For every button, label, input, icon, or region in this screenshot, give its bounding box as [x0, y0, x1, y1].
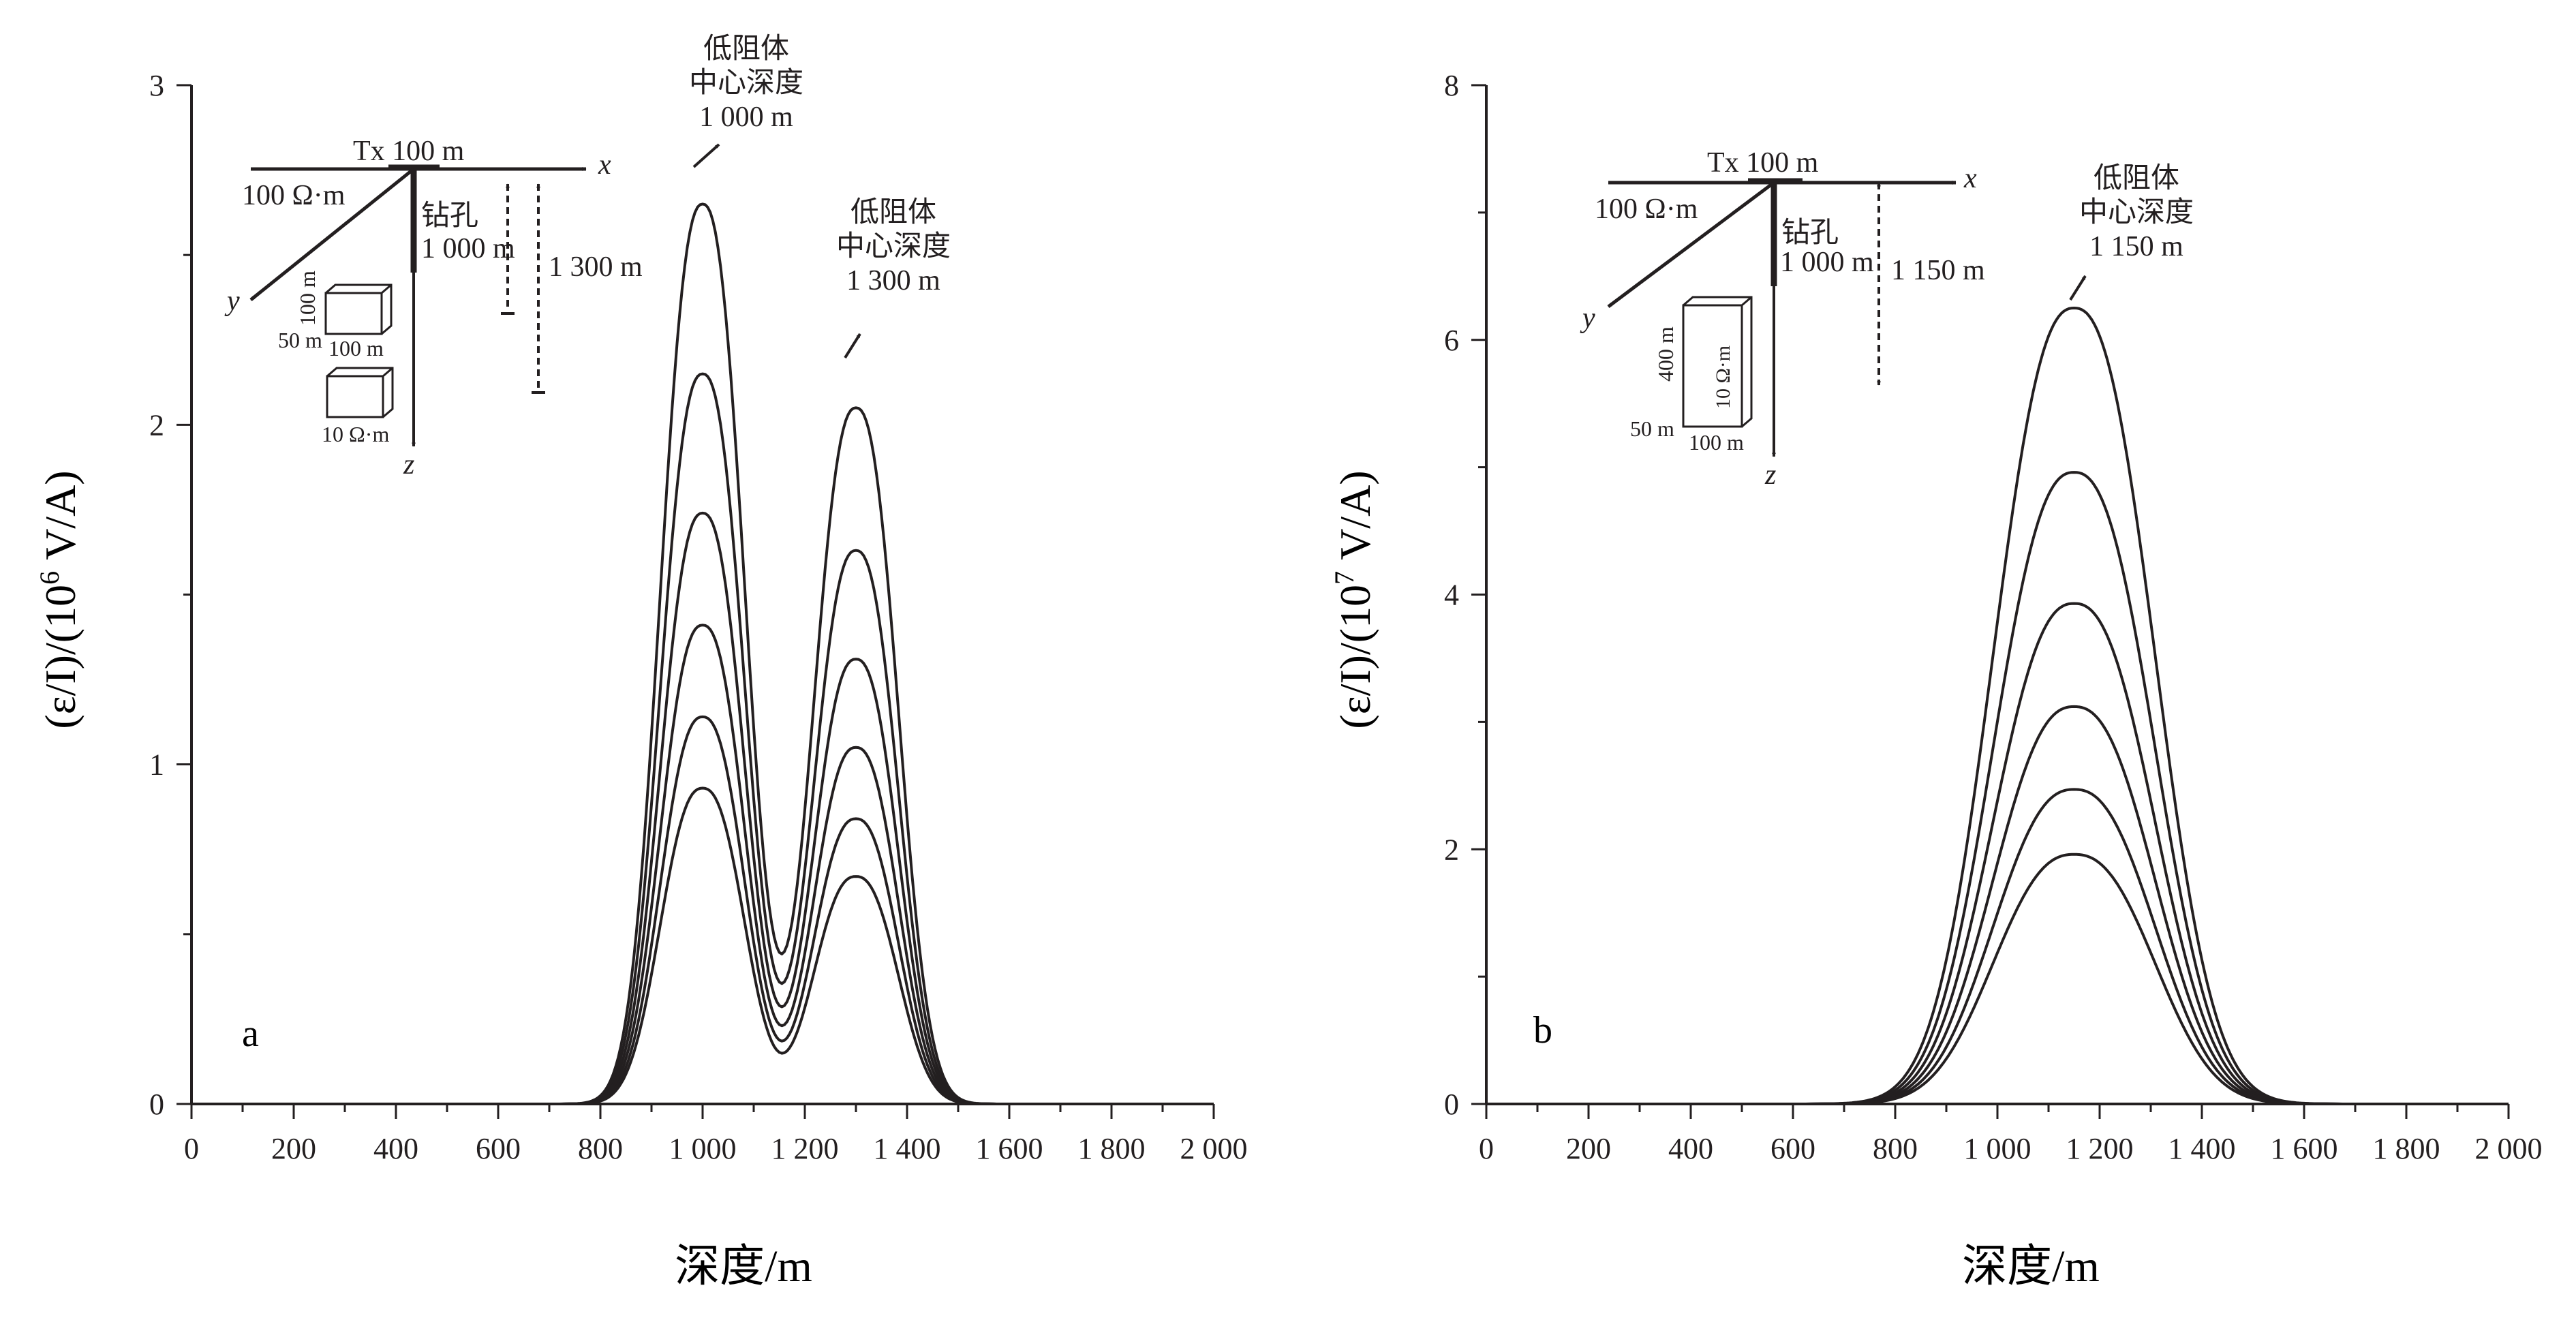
conductive-body-upper [324, 283, 393, 335]
series-line-4 [191, 624, 1214, 1105]
series-line-3 [191, 511, 1214, 1105]
x-tick-label: 1 600 [2271, 1132, 2338, 1165]
x-tick-label: 0 [184, 1132, 199, 1165]
target-depth-label: 1 300 m [549, 251, 643, 283]
peak1-annotation-line3: 1 000 m [699, 102, 793, 133]
body-resistivity: 10 Ω·m [1712, 346, 1734, 409]
panel-b-x-axis-label: 深度/m [1962, 1242, 2100, 1291]
peak2-annotation-line1: 低阻体 [850, 197, 936, 228]
peak-annotation-line2: 中心深度 [2079, 197, 2194, 228]
conductive-body [1682, 296, 1753, 428]
panel-b-x-ticks: 0 200 400 600 800 1 000 1 200 1 400 1 600 1 800 2 … [1479, 1104, 2543, 1165]
conductive-body-lower [326, 367, 394, 418]
x-tick-label: 0 [1479, 1132, 1494, 1165]
tx-label: Tx 100 m [1707, 147, 1819, 179]
body-length: 100 m [1689, 430, 1744, 455]
series-line-3 [1486, 602, 2509, 1105]
z-axis-letter: z [403, 449, 414, 480]
x-tick-label: 1 200 [771, 1132, 839, 1165]
y-axis-letter: y [1580, 303, 1595, 334]
panel-b-inset [1607, 178, 2087, 457]
peak1-annotation-line2: 中心深度 [689, 67, 803, 99]
host-resistivity: 100 Ω·m [242, 180, 346, 211]
x-tick-label: 800 [578, 1132, 623, 1165]
body-height: 400 m [1653, 326, 1678, 382]
y-tick-label: 6 [1444, 324, 1459, 357]
x-axis-letter: x [598, 149, 611, 181]
panel-a-curves [191, 202, 1214, 1105]
x-tick-label: 1 400 [2168, 1132, 2236, 1165]
x-tick-label: 2 000 [2475, 1132, 2543, 1165]
x-tick-label: 1 000 [669, 1132, 737, 1165]
y-tick-label: 4 [1444, 579, 1459, 612]
x-tick-label: 600 [476, 1132, 521, 1165]
x-tick-label: 800 [1873, 1132, 1918, 1165]
body-length: 100 m [328, 336, 384, 360]
y-tick-label: 2 [1444, 833, 1459, 866]
panel-b-y-ticks: 0 2 4 6 8 [1444, 69, 1486, 1121]
target-depth-label: 1 150 m [1891, 255, 1985, 286]
series-line-2 [191, 372, 1214, 1105]
peak2-annotation-line3: 1 300 m [846, 265, 940, 296]
host-resistivity: 100 Ω·m [1595, 194, 1698, 225]
panel-a: 0 200 400 600 800 1 000 1 200 1 400 1 600 1 800 2 … [34, 33, 1248, 1291]
borehole-label: 钻孔 [1781, 217, 1839, 249]
panel-a-label: a [242, 1013, 259, 1055]
panel-a-y-axis-label: (ε/I)/(106 V/A) [34, 470, 85, 728]
peak-annotation-line3: 1 150 m [2089, 231, 2183, 262]
y-tick-label: 3 [149, 69, 164, 102]
x-tick-label: 1 400 [874, 1132, 941, 1165]
y-axis-letter: y [224, 286, 240, 317]
x-tick-label: 600 [1770, 1132, 1815, 1165]
body-width: 50 m [278, 328, 322, 352]
x-tick-label: 400 [1668, 1132, 1713, 1165]
x-tick-label: 200 [1566, 1132, 1611, 1165]
peak2-annotation-line2: 中心深度 [836, 231, 951, 262]
x-tick-label: 1 000 [1964, 1132, 2031, 1165]
y-tick-label: 0 [149, 1088, 164, 1121]
series-line-6 [1486, 853, 2509, 1105]
body-height: 100 m [295, 271, 320, 326]
tx-label: Tx 100 m [353, 136, 465, 167]
x-tick-label: 2 000 [1180, 1132, 1248, 1165]
panel-a-inset-labels: Tx 100 m x y z 100 Ω·m 钻孔 1 000 m 1 300 … [224, 33, 951, 480]
x-tick-label: 1 800 [1078, 1132, 1146, 1165]
panel-b-label: b [1533, 1009, 1552, 1052]
panel-a-inset [249, 143, 861, 447]
panel-b-curves [1486, 307, 2509, 1105]
y-tick-label: 0 [1444, 1088, 1459, 1121]
body-resistivity: 10 Ω·m [322, 422, 389, 446]
borehole-depth: 1 000 m [1780, 247, 1874, 278]
y-tick-label: 2 [149, 408, 164, 442]
series-line-5 [1486, 788, 2509, 1105]
y-tick-label: 1 [149, 748, 164, 782]
series-line-2 [1486, 471, 2509, 1105]
peak-annotation-line1: 低阻体 [2094, 163, 2179, 194]
series-line-4 [1486, 705, 2509, 1105]
x-tick-label: 1 800 [2373, 1132, 2440, 1165]
panel-b: 0 200 400 600 800 1 000 1 200 1 400 1 600 1 800 2 … [1329, 69, 2543, 1291]
series-line-5 [191, 715, 1214, 1105]
series-line-6 [191, 786, 1214, 1105]
x-tick-label: 400 [373, 1132, 418, 1165]
panel-b-y-axis-label: (ε/I)/(107 V/A) [1329, 470, 1379, 728]
panel-b-inset-labels: Tx 100 m x y z 100 Ω·m 钻孔 1 000 m 1 150 … [1580, 147, 2194, 491]
peak1-annotation-line1: 低阻体 [703, 33, 789, 65]
x-tick-label: 200 [271, 1132, 316, 1165]
borehole-label: 钻孔 [421, 200, 478, 232]
body-width: 50 m [1630, 416, 1674, 441]
panel-a-x-ticks: 0 200 400 600 800 1 000 1 200 1 400 1 600 1 800 2 … [184, 1104, 1248, 1165]
panel-a-x-axis-label: 深度/m [675, 1242, 812, 1291]
x-tick-label: 1 600 [976, 1132, 1043, 1165]
y-tick-label: 8 [1444, 69, 1459, 102]
panel-a-axes [190, 85, 1214, 1105]
x-tick-label: 1 200 [2066, 1132, 2134, 1165]
panel-a-y-ticks: 0 1 2 3 [149, 69, 191, 1121]
z-axis-letter: z [1764, 459, 1776, 491]
x-axis-letter: x [1963, 163, 1977, 194]
borehole-depth: 1 000 m [421, 233, 515, 264]
